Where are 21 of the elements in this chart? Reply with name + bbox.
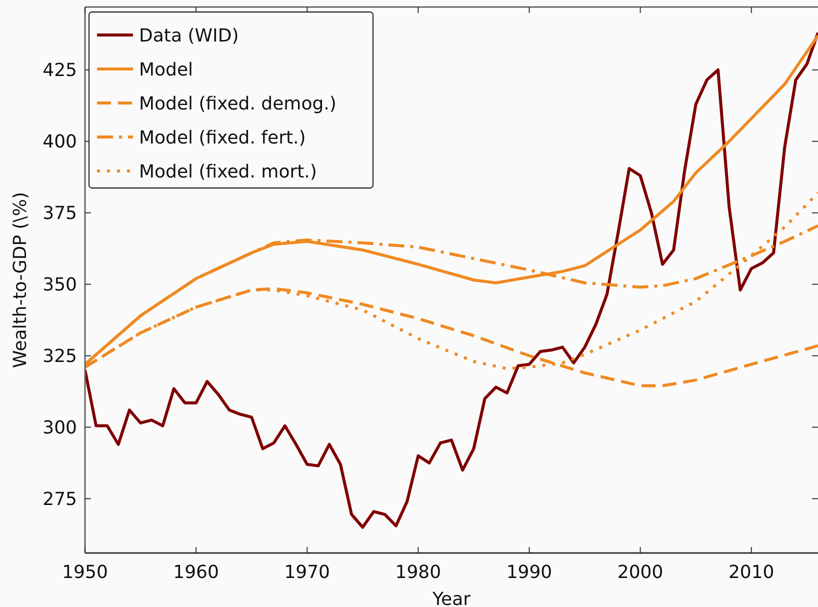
y-tick-label: 400 (42, 132, 77, 153)
y-tick-label: 350 (42, 274, 77, 296)
legend-label: Model (139, 59, 194, 80)
legend-label: Data (WID) (139, 25, 239, 46)
x-tick-label: 1960 (173, 562, 219, 583)
y-tick-label: 300 (42, 418, 77, 439)
x-tick-label: 1990 (506, 562, 552, 583)
x-axis-title: Year (431, 589, 472, 607)
x-tick-label: 1970 (284, 562, 330, 583)
x-tick-label: 2010 (728, 562, 774, 583)
legend-label: Model (fixed. demog.) (139, 93, 336, 114)
legend-label: Model (fixed. fert.) (139, 127, 306, 148)
y-tick-label: 375 (42, 203, 77, 224)
x-tick-label: 1980 (395, 562, 442, 583)
y-tick-label: 275 (42, 488, 77, 510)
y-tick-label: 425 (42, 60, 77, 82)
y-tick-label: 325 (42, 346, 77, 368)
x-tick-label: 1950 (62, 562, 108, 583)
y-axis-title: Wealth-to-GDP (\%) (10, 192, 31, 368)
x-tick-label: 2000 (617, 562, 664, 583)
legend-label: Model (fixed. mort.) (139, 161, 317, 182)
